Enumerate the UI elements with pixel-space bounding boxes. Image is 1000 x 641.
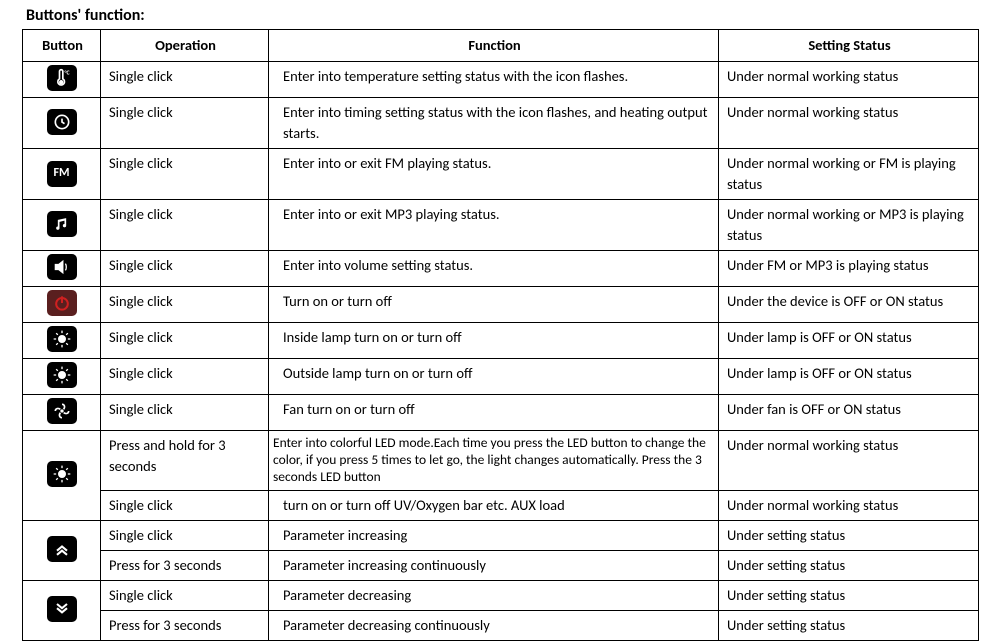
table-row: Single click Enter into timing setting s…	[23, 98, 979, 149]
fm-icon: FM	[47, 161, 77, 187]
table-row: Single click Parameter decreasing Under …	[23, 580, 979, 610]
table-row: Single click Fan turn on or turn off Und…	[23, 395, 979, 431]
cell-operation: Single click	[101, 149, 269, 200]
cell-function: Enter into timing setting status with th…	[269, 98, 719, 149]
cell-operation: Single click	[101, 490, 269, 520]
power-icon	[47, 290, 77, 316]
bulb-icon	[47, 326, 77, 352]
table-row: Single click turn on or turn off UV/Oxyg…	[23, 490, 979, 520]
cell-status: Under lamp is OFF or ON status	[719, 323, 979, 359]
cell-operation: Press for 3 seconds	[101, 610, 269, 640]
chevron-down-icon	[47, 596, 77, 622]
cell-status: Under lamp is OFF or ON status	[719, 359, 979, 395]
table-row: FM Single click Enter into or exit FM pl…	[23, 149, 979, 200]
cell-operation: Single click	[101, 251, 269, 287]
cell-status: Under fan is OFF or ON status	[719, 395, 979, 431]
cell-status: Under normal working status	[719, 62, 979, 98]
cell-function: Enter into or exit FM playing status.	[269, 149, 719, 200]
cell-function: Parameter increasing continuously	[269, 550, 719, 580]
cell-operation: Single click	[101, 287, 269, 323]
cell-operation: Single click	[101, 200, 269, 251]
cell-function: Parameter increasing	[269, 520, 719, 550]
cell-operation: Single click	[101, 323, 269, 359]
cell-function: Parameter decreasing continuously	[269, 610, 719, 640]
cell-operation: Single click	[101, 395, 269, 431]
table-row: Press for 3 seconds Parameter decreasing…	[23, 610, 979, 640]
cell-function: Parameter decreasing	[269, 580, 719, 610]
cell-status: Under normal working status	[719, 431, 979, 491]
bulb-icon	[47, 362, 77, 388]
music-icon	[47, 211, 77, 237]
table-row: Single click Enter into or exit MP3 play…	[23, 200, 979, 251]
table-row: Press and hold for 3 seconds Enter into …	[23, 431, 979, 491]
cell-status: Under normal working or FM is playing st…	[719, 149, 979, 200]
speaker-icon	[47, 254, 77, 280]
cell-operation: Single click	[101, 580, 269, 610]
cell-function: Enter into or exit MP3 playing status.	[269, 200, 719, 251]
table-row: Single click Inside lamp turn on or turn…	[23, 323, 979, 359]
cell-operation: Single click	[101, 520, 269, 550]
col-button: Button	[23, 30, 101, 62]
table-row: Single click Enter into volume setting s…	[23, 251, 979, 287]
cell-function: Enter into temperature setting status wi…	[269, 62, 719, 98]
thermometer-icon: °C	[47, 65, 77, 91]
table-row: °C Single click Enter into temperature s…	[23, 62, 979, 98]
cell-operation: Single click	[101, 62, 269, 98]
fan-icon	[47, 398, 77, 424]
cell-status: Under FM or MP3 is playing status	[719, 251, 979, 287]
col-function: Function	[269, 30, 719, 62]
svg-text:°C: °C	[64, 69, 70, 77]
cell-function: Fan turn on or turn off	[269, 395, 719, 431]
col-status: Setting Status	[719, 30, 979, 62]
cell-function: Inside lamp turn on or turn off	[269, 323, 719, 359]
col-operation: Operation	[101, 30, 269, 62]
cell-status: Under setting status	[719, 550, 979, 580]
table-row: Single click Turn on or turn off Under t…	[23, 287, 979, 323]
buttons-function-table: Button Operation Function Setting Status…	[22, 29, 979, 641]
cell-status: Under setting status	[719, 520, 979, 550]
cell-function: Outside lamp turn on or turn off	[269, 359, 719, 395]
cell-status: Under normal working status	[719, 98, 979, 149]
cell-status: Under normal working status	[719, 490, 979, 520]
table-row: Single click Outside lamp turn on or tur…	[23, 359, 979, 395]
cell-status: Under setting status	[719, 610, 979, 640]
cell-function: Turn on or turn off	[269, 287, 719, 323]
cell-status: Under setting status	[719, 580, 979, 610]
cell-operation: Single click	[101, 359, 269, 395]
bulb-icon	[47, 461, 77, 487]
cell-function: Enter into volume setting status.	[269, 251, 719, 287]
table-row: Single click Parameter increasing Under …	[23, 520, 979, 550]
table-header-row: Button Operation Function Setting Status	[23, 30, 979, 62]
cell-operation: Press and hold for 3 seconds	[101, 431, 269, 491]
table-row: Press for 3 seconds Parameter increasing…	[23, 550, 979, 580]
cell-function: Enter into colorful LED mode.Each time y…	[269, 431, 719, 491]
chevron-up-icon	[47, 536, 77, 562]
cell-function: turn on or turn off UV/Oxygen bar etc. A…	[269, 490, 719, 520]
section-title: Buttons' function:	[26, 6, 978, 25]
cell-operation: Press for 3 seconds	[101, 550, 269, 580]
cell-status: Under normal working or MP3 is playing s…	[719, 200, 979, 251]
cell-status: Under the device is OFF or ON status	[719, 287, 979, 323]
clock-icon	[47, 109, 77, 135]
cell-operation: Single click	[101, 98, 269, 149]
